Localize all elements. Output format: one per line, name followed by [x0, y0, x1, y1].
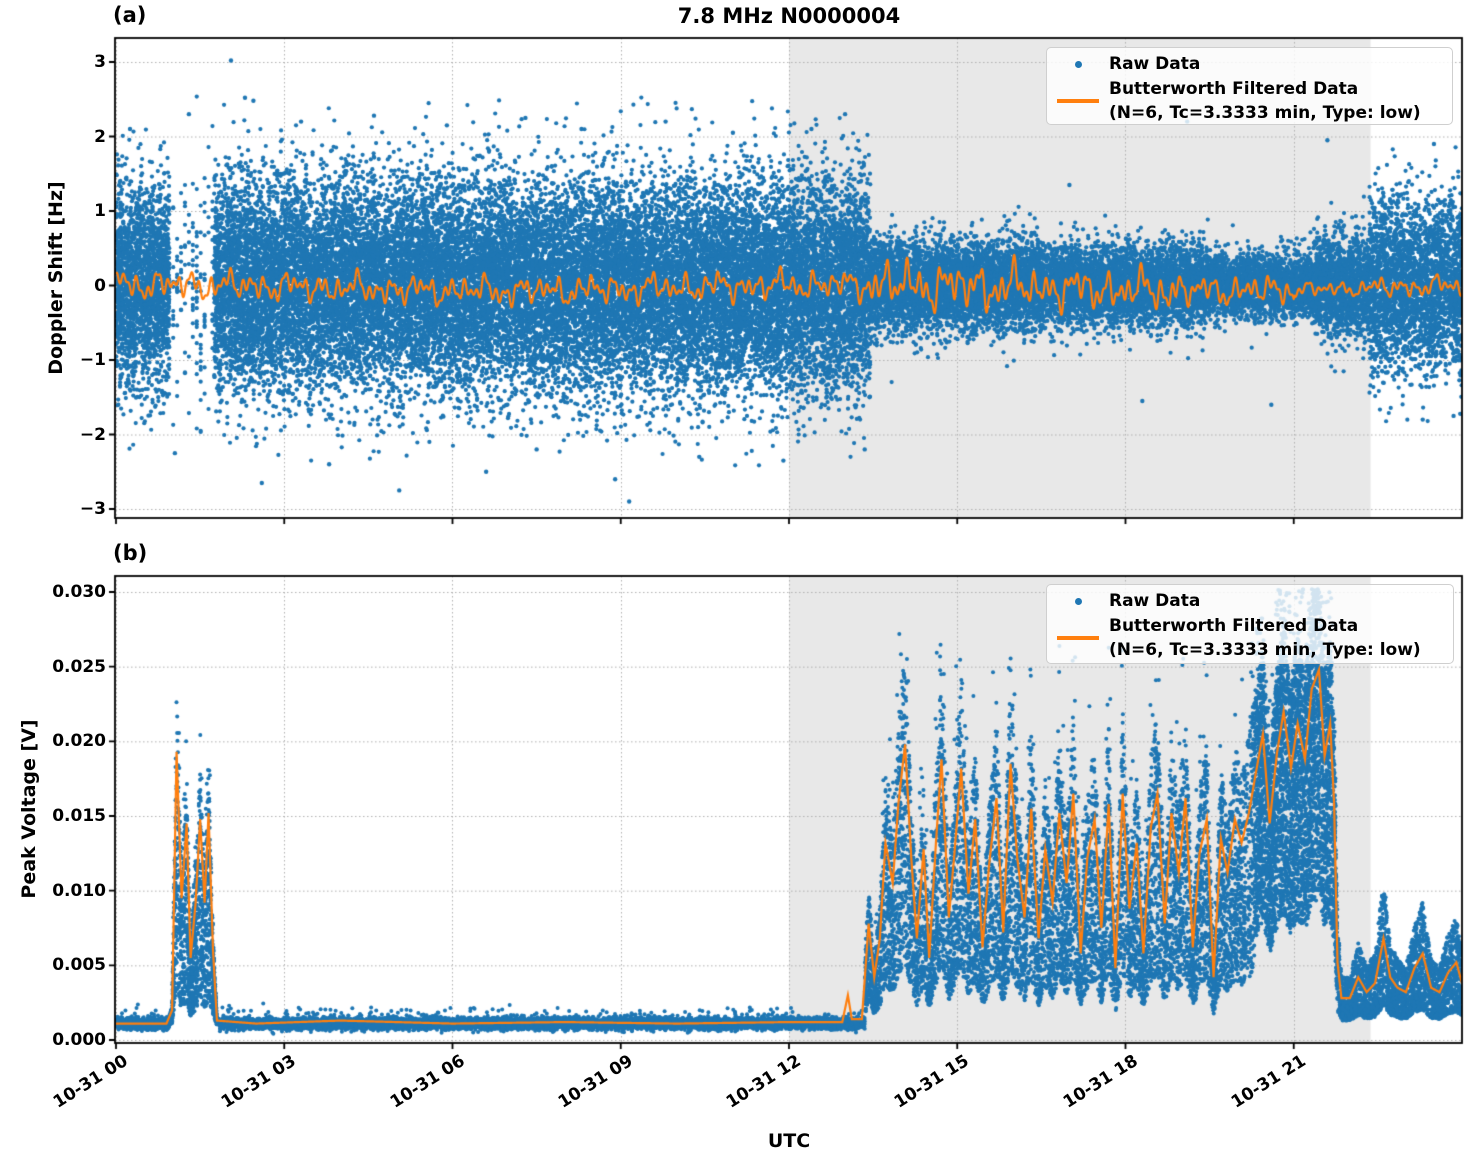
raw-data-marker-cell: [1047, 60, 1109, 68]
y-tick-label: 0.005: [52, 955, 106, 976]
x-axis-label: UTC: [767, 1130, 811, 1152]
filtered-line-icon: [1057, 99, 1099, 103]
y-tick-label: −2: [79, 424, 106, 445]
legend-filtered-label-block: Butterworth Filtered Data (N=6, Tc=3.333…: [1109, 614, 1421, 662]
y-tick-label: 0.025: [52, 656, 106, 677]
figure-title: 7.8 MHz N0000004: [677, 4, 901, 28]
filtered-line-icon: [1057, 636, 1099, 640]
panel-b-label: (b): [113, 541, 148, 565]
legend-row-raw: Raw Data: [1047, 51, 1446, 77]
y-tick-label: 0.030: [52, 582, 106, 602]
panel-a-label: (a): [113, 3, 147, 27]
y-tick-label: 0.000: [52, 1030, 106, 1050]
legend-filtered-label-block: Butterworth Filtered Data (N=6, Tc=3.333…: [1109, 77, 1421, 125]
panel-b-y-axis-label: Peak Voltage [V]: [18, 719, 40, 899]
y-tick-label: 0.020: [52, 731, 106, 752]
legend-filtered-label: Butterworth Filtered Data: [1109, 616, 1359, 636]
y-tick-label: 0: [94, 275, 106, 296]
panel-a-y-axis-label: Doppler Shift [Hz]: [45, 181, 67, 375]
raw-data-dot-icon: [1074, 60, 1082, 68]
legend-filtered-sublabel: (N=6, Tc=3.3333 min, Type: low): [1109, 103, 1421, 123]
filtered-marker-cell: [1047, 99, 1109, 103]
legend-filtered-sublabel: (N=6, Tc=3.3333 min, Type: low): [1109, 640, 1421, 660]
y-tick-label: 1: [94, 201, 106, 221]
legend-row-filtered: Butterworth Filtered Data (N=6, Tc=3.333…: [1047, 77, 1446, 125]
y-tick-label: −3: [79, 499, 106, 519]
legend-row-filtered: Butterworth Filtered Data (N=6, Tc=3.333…: [1047, 614, 1447, 662]
y-tick-label: 0.015: [52, 806, 106, 826]
y-tick-label: 3: [94, 52, 106, 72]
legend-panel-a: Raw Data Butterworth Filtered Data (N=6,…: [1046, 47, 1453, 125]
y-tick-label: 2: [94, 126, 106, 147]
raw-data-dot-icon: [1074, 597, 1082, 605]
legend-row-raw: Raw Data: [1047, 588, 1447, 614]
y-tick-label: 0.010: [52, 880, 106, 901]
legend-filtered-label: Butterworth Filtered Data: [1109, 79, 1359, 99]
raw-data-marker-cell: [1047, 597, 1109, 605]
legend-raw-label: Raw Data: [1109, 54, 1201, 74]
y-tick-label: −1: [79, 350, 106, 370]
filtered-marker-cell: [1047, 636, 1109, 640]
legend-panel-b: Raw Data Butterworth Filtered Data (N=6,…: [1046, 584, 1454, 664]
legend-raw-label: Raw Data: [1109, 591, 1201, 611]
